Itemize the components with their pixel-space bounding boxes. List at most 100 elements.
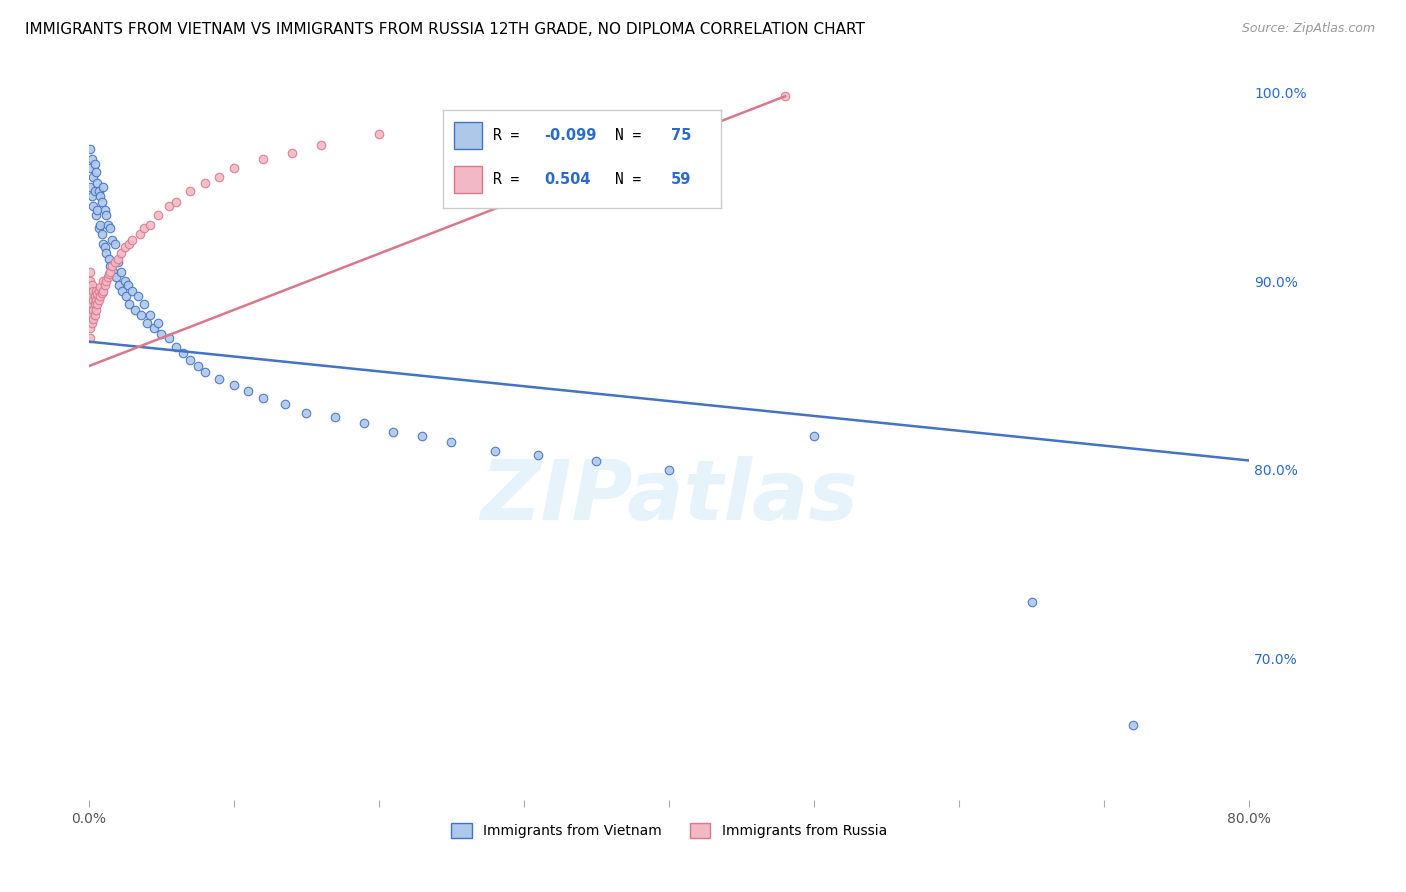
Point bbox=[194, 176, 217, 190]
Point bbox=[309, 138, 332, 153]
Point bbox=[121, 233, 143, 247]
Point bbox=[138, 308, 160, 322]
Point bbox=[79, 302, 101, 317]
Point bbox=[93, 240, 115, 254]
Point bbox=[165, 194, 187, 209]
Point bbox=[114, 274, 136, 288]
Point bbox=[94, 274, 117, 288]
Point bbox=[118, 297, 141, 311]
Point bbox=[93, 202, 115, 217]
Point bbox=[128, 227, 150, 241]
Point bbox=[82, 199, 104, 213]
Point bbox=[83, 297, 105, 311]
Point bbox=[91, 236, 114, 251]
Point bbox=[179, 353, 201, 368]
Point bbox=[87, 221, 110, 235]
Point bbox=[238, 384, 260, 398]
Point bbox=[83, 289, 105, 303]
Point bbox=[803, 429, 825, 443]
Point bbox=[179, 184, 201, 198]
Point bbox=[138, 218, 160, 232]
Point bbox=[79, 161, 101, 175]
Point bbox=[104, 255, 127, 269]
Point bbox=[80, 189, 103, 203]
Point bbox=[165, 340, 187, 354]
Point bbox=[97, 270, 120, 285]
Point bbox=[295, 406, 318, 420]
Point bbox=[129, 308, 152, 322]
Point bbox=[222, 378, 245, 392]
Point bbox=[97, 218, 120, 232]
Point bbox=[1122, 717, 1144, 731]
Point bbox=[323, 410, 346, 425]
Point bbox=[411, 429, 433, 443]
Text: ZIPatlas: ZIPatlas bbox=[479, 456, 858, 537]
Point bbox=[82, 170, 104, 185]
Point bbox=[87, 184, 110, 198]
Point bbox=[440, 434, 463, 449]
Point bbox=[89, 289, 111, 303]
Point bbox=[367, 127, 389, 141]
Point bbox=[150, 327, 173, 342]
Point bbox=[103, 265, 125, 279]
Point bbox=[82, 293, 104, 307]
Point bbox=[114, 240, 136, 254]
Point bbox=[121, 284, 143, 298]
Point bbox=[90, 227, 112, 241]
Point bbox=[98, 252, 121, 266]
Point bbox=[658, 463, 681, 477]
Point bbox=[124, 302, 146, 317]
Point bbox=[80, 316, 103, 330]
Point bbox=[84, 284, 107, 298]
Point bbox=[87, 293, 110, 307]
Point bbox=[91, 284, 114, 298]
Point bbox=[79, 284, 101, 298]
Point bbox=[86, 297, 108, 311]
Point bbox=[208, 170, 231, 185]
Point bbox=[105, 270, 128, 285]
Text: IMMIGRANTS FROM VIETNAM VS IMMIGRANTS FROM RUSSIA 12TH GRADE, NO DIPLOMA CORRELA: IMMIGRANTS FROM VIETNAM VS IMMIGRANTS FR… bbox=[25, 22, 865, 37]
Point bbox=[281, 145, 304, 160]
Point bbox=[353, 416, 375, 430]
Point bbox=[252, 152, 274, 166]
Point bbox=[127, 289, 149, 303]
Point bbox=[86, 287, 108, 301]
Point bbox=[115, 289, 138, 303]
Point bbox=[80, 297, 103, 311]
Point bbox=[82, 312, 104, 326]
Point bbox=[84, 165, 107, 179]
Point bbox=[132, 297, 155, 311]
Point bbox=[110, 265, 132, 279]
Point bbox=[208, 372, 231, 386]
Point bbox=[484, 444, 506, 458]
Point bbox=[94, 246, 117, 260]
Point bbox=[86, 202, 108, 217]
Point bbox=[79, 265, 101, 279]
Point bbox=[107, 252, 129, 266]
Point bbox=[80, 152, 103, 166]
Point bbox=[100, 221, 122, 235]
Point bbox=[252, 391, 274, 405]
Point bbox=[382, 425, 405, 440]
Point bbox=[93, 278, 115, 293]
Point bbox=[118, 236, 141, 251]
Point bbox=[89, 189, 111, 203]
Point bbox=[79, 321, 101, 335]
Point bbox=[117, 278, 139, 293]
Point bbox=[157, 331, 180, 345]
Point bbox=[108, 278, 131, 293]
Point bbox=[87, 284, 110, 298]
Point bbox=[148, 316, 170, 330]
Point bbox=[91, 180, 114, 194]
Point bbox=[79, 142, 101, 156]
Point bbox=[186, 359, 208, 373]
Point bbox=[110, 246, 132, 260]
Point bbox=[79, 180, 101, 194]
Point bbox=[82, 284, 104, 298]
Point bbox=[79, 312, 101, 326]
Point bbox=[101, 259, 124, 273]
Point bbox=[89, 218, 111, 232]
Point bbox=[94, 208, 117, 222]
Point bbox=[773, 89, 796, 103]
Point bbox=[132, 221, 155, 235]
